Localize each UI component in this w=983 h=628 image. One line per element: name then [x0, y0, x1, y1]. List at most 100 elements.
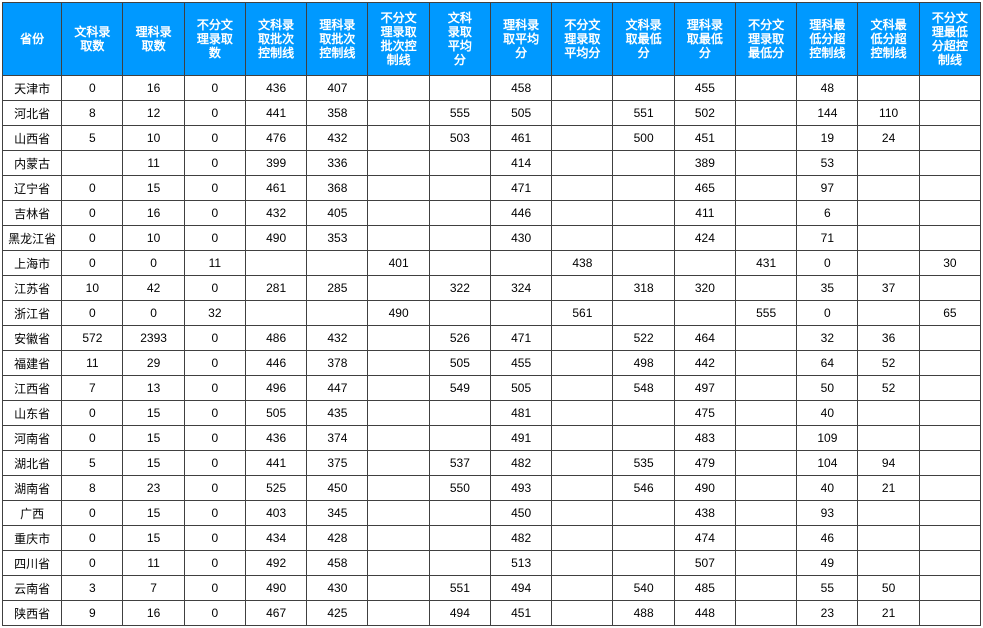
- value-cell: [735, 376, 796, 401]
- value-cell: [919, 551, 980, 576]
- value-cell: [552, 201, 613, 226]
- value-cell: [552, 276, 613, 301]
- col-header-10: 文科录取最低分: [613, 3, 674, 76]
- value-cell: 458: [490, 76, 551, 101]
- value-cell: 64: [797, 351, 858, 376]
- value-cell: 93: [797, 501, 858, 526]
- value-cell: 11: [62, 351, 123, 376]
- value-cell: [858, 226, 919, 251]
- value-cell: [858, 176, 919, 201]
- value-cell: [245, 251, 306, 276]
- value-cell: [735, 126, 796, 151]
- value-cell: 555: [429, 101, 490, 126]
- value-cell: 15: [123, 526, 184, 551]
- value-cell: [245, 301, 306, 326]
- value-cell: [735, 526, 796, 551]
- value-cell: 490: [368, 301, 429, 326]
- value-cell: 0: [123, 251, 184, 276]
- value-cell: [429, 151, 490, 176]
- value-cell: 0: [184, 226, 245, 251]
- value-cell: 548: [613, 376, 674, 401]
- value-cell: 493: [490, 476, 551, 501]
- value-cell: [552, 401, 613, 426]
- value-cell: [552, 76, 613, 101]
- value-cell: 496: [245, 376, 306, 401]
- value-cell: 479: [674, 451, 735, 476]
- value-cell: 320: [674, 276, 735, 301]
- value-cell: 505: [490, 101, 551, 126]
- value-cell: [429, 226, 490, 251]
- col-header-0: 省份: [3, 3, 62, 76]
- province-cell: 河南省: [3, 426, 62, 451]
- value-cell: [735, 451, 796, 476]
- table-body: 天津市016043640745845548河北省8120441358555505…: [3, 76, 981, 626]
- value-cell: 0: [62, 251, 123, 276]
- value-cell: 0: [184, 76, 245, 101]
- value-cell: [368, 451, 429, 476]
- value-cell: [613, 151, 674, 176]
- value-cell: 535: [613, 451, 674, 476]
- province-cell: 江苏省: [3, 276, 62, 301]
- value-cell: 492: [245, 551, 306, 576]
- value-cell: 13: [123, 376, 184, 401]
- value-cell: 435: [307, 401, 368, 426]
- province-cell: 吉林省: [3, 201, 62, 226]
- value-cell: 465: [674, 176, 735, 201]
- province-cell: 安徽省: [3, 326, 62, 351]
- value-cell: 505: [490, 376, 551, 401]
- value-cell: 358: [307, 101, 368, 126]
- value-cell: 497: [674, 376, 735, 401]
- value-cell: [552, 576, 613, 601]
- table-row: 内蒙古11039933641438953: [3, 151, 981, 176]
- province-cell: 山西省: [3, 126, 62, 151]
- table-row: 江苏省104202812853223243183203537: [3, 276, 981, 301]
- value-cell: 0: [184, 451, 245, 476]
- value-cell: 36: [858, 326, 919, 351]
- value-cell: [490, 301, 551, 326]
- value-cell: [735, 76, 796, 101]
- table-row: 吉林省01604324054464116: [3, 201, 981, 226]
- value-cell: [307, 251, 368, 276]
- value-cell: 441: [245, 101, 306, 126]
- value-cell: [552, 476, 613, 501]
- value-cell: 10: [123, 226, 184, 251]
- value-cell: [858, 526, 919, 551]
- value-cell: 19: [797, 126, 858, 151]
- province-cell: 湖南省: [3, 476, 62, 501]
- value-cell: 490: [674, 476, 735, 501]
- value-cell: [919, 501, 980, 526]
- value-cell: [368, 476, 429, 501]
- col-header-1: 文科录取数: [62, 3, 123, 76]
- value-cell: [735, 176, 796, 201]
- value-cell: 403: [245, 501, 306, 526]
- province-cell: 黑龙江省: [3, 226, 62, 251]
- value-cell: 455: [674, 76, 735, 101]
- value-cell: [368, 351, 429, 376]
- value-cell: [429, 201, 490, 226]
- value-cell: 0: [184, 176, 245, 201]
- value-cell: 494: [490, 576, 551, 601]
- value-cell: [919, 451, 980, 476]
- value-cell: 550: [429, 476, 490, 501]
- col-header-3: 不分文理录取数: [184, 3, 245, 76]
- province-cell: 湖北省: [3, 451, 62, 476]
- value-cell: [552, 551, 613, 576]
- value-cell: 15: [123, 176, 184, 201]
- table-row: 湖北省515044137553748253547910494: [3, 451, 981, 476]
- value-cell: 450: [307, 476, 368, 501]
- value-cell: 414: [490, 151, 551, 176]
- value-cell: 561: [552, 301, 613, 326]
- value-cell: 16: [123, 201, 184, 226]
- value-cell: 491: [490, 426, 551, 451]
- value-cell: 0: [184, 551, 245, 576]
- value-cell: 502: [674, 101, 735, 126]
- value-cell: 8: [62, 101, 123, 126]
- value-cell: [429, 301, 490, 326]
- value-cell: [368, 101, 429, 126]
- province-cell: 山东省: [3, 401, 62, 426]
- value-cell: [368, 151, 429, 176]
- table-row: 福建省112904463785054554984426452: [3, 351, 981, 376]
- value-cell: 15: [123, 401, 184, 426]
- value-cell: 32: [797, 326, 858, 351]
- value-cell: 0: [62, 176, 123, 201]
